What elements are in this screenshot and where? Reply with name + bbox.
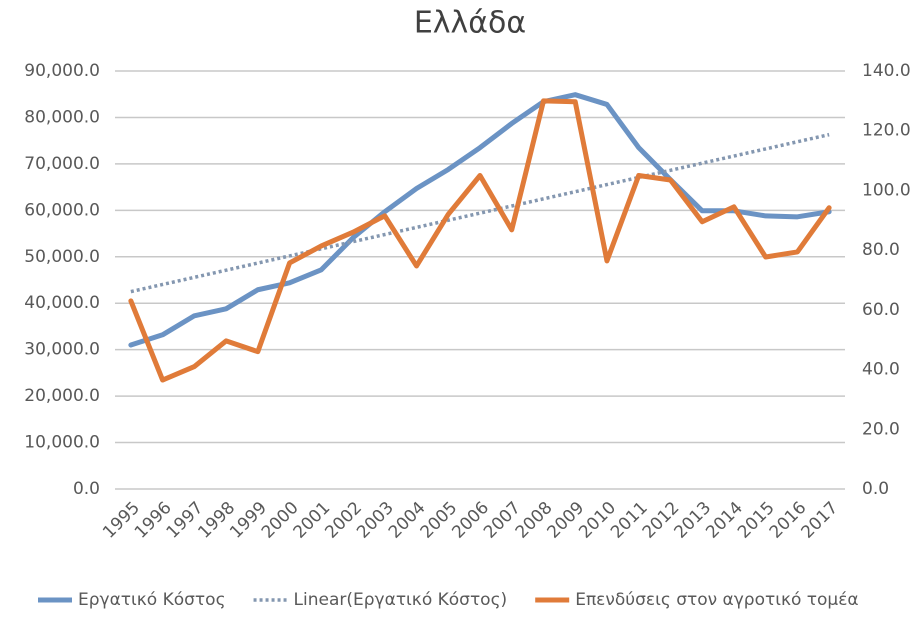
- y2-tick-label: 0.0: [862, 479, 889, 499]
- y-tick-label: 0.0: [73, 479, 100, 499]
- legend-label: Επενδύσεις στον αγροτικό τομέα: [575, 590, 858, 610]
- y-tick-label: 70,000.0: [24, 154, 100, 174]
- y2-tick-label: 40.0: [862, 360, 900, 380]
- legend-label: Εργατικό Κόστος: [78, 590, 226, 610]
- y-tick-label: 40,000.0: [24, 293, 100, 313]
- y2-tick-label: 80.0: [862, 240, 900, 260]
- series-line: [128, 98, 832, 383]
- y2-tick-label: 140.0: [862, 61, 911, 81]
- y2-tick-label: 20.0: [862, 419, 900, 439]
- y-tick-label: 60,000.0: [24, 200, 100, 220]
- y2-tick-label: 100.0: [862, 180, 911, 200]
- chart-title: Ελλάδα: [414, 6, 526, 41]
- series-line: [128, 92, 832, 348]
- y-tick-label: 30,000.0: [24, 340, 100, 360]
- y-tick-label: 10,000.0: [24, 433, 100, 453]
- legend-label: Linear(Εργατικό Κόστος): [294, 590, 508, 610]
- y-tick-label: 20,000.0: [24, 386, 100, 406]
- series-line: [130, 132, 830, 294]
- y-tick-label: 90,000.0: [24, 61, 100, 81]
- y-tick-label: 50,000.0: [24, 247, 100, 267]
- y-tick-label: 80,000.0: [24, 107, 100, 127]
- y2-tick-label: 120.0: [862, 121, 911, 141]
- x-tick-label: 2017: [797, 498, 842, 543]
- y2-tick-label: 60.0: [862, 300, 900, 320]
